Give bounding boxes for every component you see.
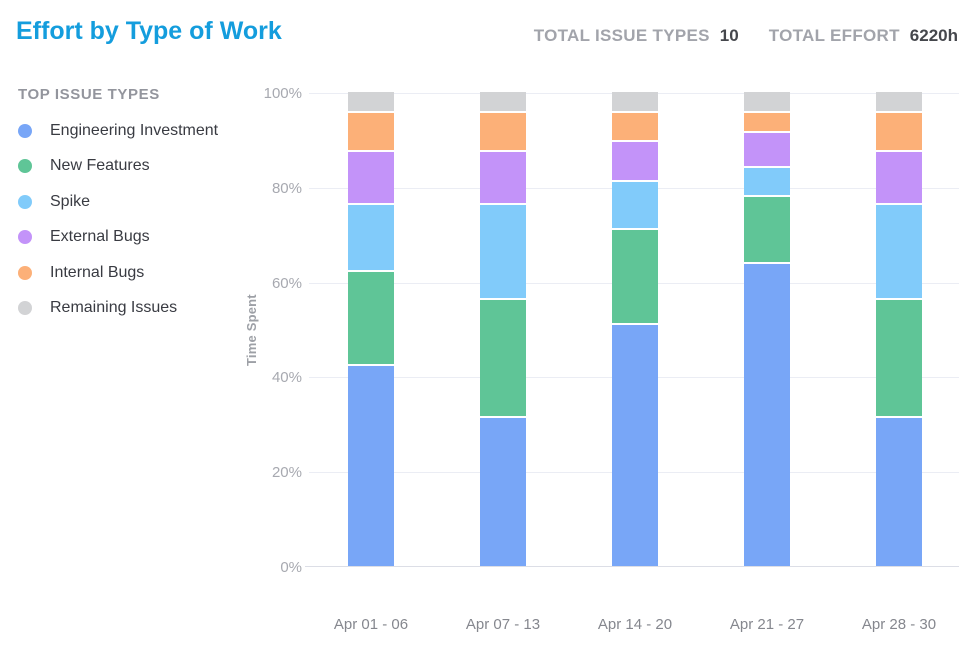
- bar-segment-internal-bugs[interactable]: [348, 112, 394, 150]
- bar-segment-new-features[interactable]: [744, 197, 790, 263]
- page-title: Effort by Type of Work: [16, 17, 282, 45]
- bar-apr-14-20: [612, 91, 658, 566]
- legend: TOP ISSUE TYPES Engineering Investment Ne…: [18, 86, 258, 326]
- y-axis-tick-100: 100%: [263, 85, 302, 102]
- legend-item-label: New Features: [50, 157, 150, 175]
- header-stats: TOTAL ISSUE TYPES 10 TOTAL EFFORT 6220h: [534, 26, 958, 46]
- bar-segment-spike[interactable]: [612, 181, 658, 228]
- bar-segment-engineering-investment[interactable]: [876, 417, 922, 566]
- bar-segment-internal-bugs[interactable]: [480, 112, 526, 150]
- legend-item-label: Remaining Issues: [50, 299, 178, 317]
- y-axis-tick-20: 20%: [271, 464, 302, 481]
- legend-item-spike[interactable]: Spike: [18, 184, 258, 220]
- legend-items: Engineering Investment New Features Spike E…: [18, 113, 258, 326]
- legend-item-remaining-issues[interactable]: Remaining Issues: [18, 291, 258, 327]
- stat-label: TOTAL EFFORT: [768, 26, 900, 45]
- stat-label: TOTAL ISSUE TYPES: [533, 26, 710, 45]
- bar-segment-spike[interactable]: [876, 204, 922, 298]
- y-axis: 0% 20% 40% 60% 80% 100%: [228, 85, 302, 576]
- x-axis: Apr 01 - 06 Apr 07 - 13 Apr 14 - 20 Apr 21 …: [309, 616, 959, 638]
- bar-segment-external-bugs[interactable]: [744, 133, 790, 166]
- x-axis-label-apr-01-06: Apr 01 - 06: [333, 616, 409, 633]
- legend-item-label: External Bugs: [50, 228, 150, 246]
- bar-apr-21-27: [744, 92, 790, 566]
- y-axis-tick-40: 40%: [271, 369, 302, 386]
- legend-color-dot-icon: [18, 301, 32, 316]
- legend-item-external-bugs[interactable]: External Bugs: [18, 220, 258, 256]
- legend-item-label: Engineering Investment: [50, 121, 219, 139]
- bar-segment-engineering-investment[interactable]: [348, 366, 394, 566]
- legend-item-new-features[interactable]: New Features: [18, 149, 258, 185]
- legend-color-dot-icon: [18, 194, 32, 209]
- bar-segment-external-bugs[interactable]: [348, 151, 394, 203]
- stat-total-issue-types: TOTAL ISSUE TYPES 10: [534, 26, 739, 46]
- bar-segment-new-features[interactable]: [348, 271, 394, 365]
- legend-color-dot-icon: [18, 159, 32, 174]
- bar-segment-remaining-issues[interactable]: [480, 91, 526, 111]
- bar-segment-remaining-issues[interactable]: [876, 91, 922, 111]
- x-axis-label-apr-14-20: Apr 14 - 20: [597, 616, 673, 633]
- bar-segment-internal-bugs[interactable]: [744, 112, 790, 132]
- stat-value: 10: [719, 26, 739, 45]
- legend-color-dot-icon: [18, 265, 32, 280]
- bar-segment-spike[interactable]: [744, 167, 790, 196]
- bar-segment-external-bugs[interactable]: [480, 151, 526, 203]
- y-axis-tick-60: 60%: [271, 275, 302, 292]
- bar-segment-new-features[interactable]: [612, 229, 658, 323]
- x-axis-label-apr-28-30: Apr 28 - 30: [861, 616, 937, 633]
- stat-total-effort: TOTAL EFFORT 6220h: [769, 26, 958, 46]
- legend-item-engineering-investment[interactable]: Engineering Investment: [18, 113, 258, 149]
- bar-segment-remaining-issues[interactable]: [348, 92, 394, 111]
- bar-segment-spike[interactable]: [480, 204, 526, 298]
- gridline-0: [305, 566, 959, 567]
- bar-apr-07-13: [480, 91, 526, 566]
- legend-color-dot-icon: [18, 230, 32, 245]
- bar-segment-remaining-issues[interactable]: [744, 92, 790, 111]
- legend-item-label: Spike: [50, 192, 91, 210]
- legend-title: TOP ISSUE TYPES: [18, 86, 160, 103]
- bar-segment-engineering-investment[interactable]: [480, 417, 526, 566]
- stat-value: 6220h: [909, 26, 958, 45]
- bar-segment-spike[interactable]: [348, 204, 394, 270]
- y-axis-tick-0: 0%: [280, 559, 302, 576]
- y-axis-tick-80: 80%: [271, 180, 302, 197]
- legend-item-label: Internal Bugs: [50, 263, 145, 281]
- stacked-bar-chart: [305, 91, 959, 567]
- bar-apr-01-06: [348, 92, 394, 566]
- bar-segment-engineering-investment[interactable]: [744, 264, 790, 566]
- bar-segment-external-bugs[interactable]: [876, 151, 922, 203]
- bar-segment-internal-bugs[interactable]: [612, 112, 658, 141]
- x-axis-label-apr-07-13: Apr 07 - 13: [465, 616, 541, 633]
- x-axis-label-apr-21-27: Apr 21 - 27: [729, 616, 805, 633]
- bar-segment-remaining-issues[interactable]: [612, 91, 658, 111]
- bar-apr-28-30: [876, 91, 922, 566]
- legend-item-internal-bugs[interactable]: Internal Bugs: [18, 255, 258, 291]
- bar-segment-new-features[interactable]: [480, 299, 526, 416]
- bar-segment-external-bugs[interactable]: [612, 142, 658, 180]
- bar-segment-internal-bugs[interactable]: [876, 112, 922, 150]
- bar-segment-new-features[interactable]: [876, 299, 922, 416]
- bar-segment-engineering-investment[interactable]: [612, 324, 658, 566]
- legend-color-dot-icon: [18, 123, 32, 138]
